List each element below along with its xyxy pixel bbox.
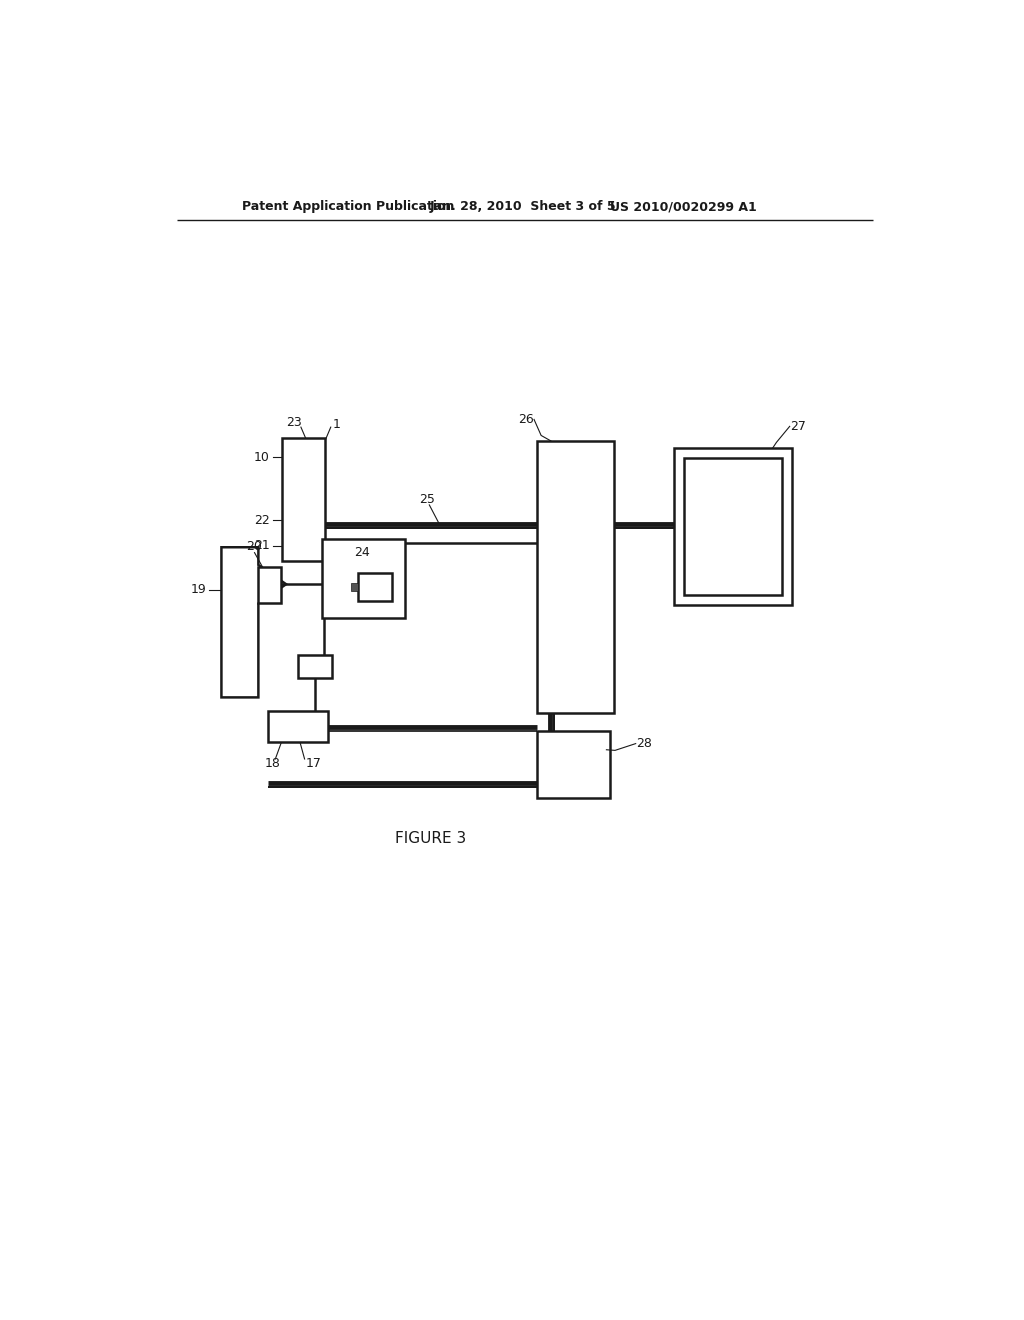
Text: 25: 25 [419,492,435,506]
Bar [538,730,610,799]
Bar [298,655,333,678]
Bar [684,458,782,595]
Bar [358,573,392,601]
Text: 23: 23 [286,416,302,429]
Bar [538,441,614,713]
Text: 10: 10 [254,450,270,463]
Text: 27: 27 [790,420,806,433]
Text: 26: 26 [518,413,535,426]
Text: Patent Application Publication: Patent Application Publication [243,201,455,214]
Text: 24: 24 [354,546,371,560]
Text: 21: 21 [254,539,270,552]
Text: 28: 28 [636,737,651,750]
Text: 18: 18 [264,758,281,770]
Text: 22: 22 [254,513,270,527]
Text: US 2010/0020299 A1: US 2010/0020299 A1 [609,201,757,214]
Bar [351,583,358,591]
Text: 19: 19 [190,583,206,597]
Bar [258,566,282,603]
Text: 1: 1 [333,417,340,430]
Text: Jan. 28, 2010  Sheet 3 of 5: Jan. 28, 2010 Sheet 3 of 5 [429,201,616,214]
Text: FIGURE 3: FIGURE 3 [395,830,467,846]
Bar [267,711,328,742]
Bar [674,447,792,605]
Text: 20: 20 [247,540,262,553]
Bar [283,438,325,561]
Bar [322,539,404,618]
Text: 17: 17 [306,758,322,770]
